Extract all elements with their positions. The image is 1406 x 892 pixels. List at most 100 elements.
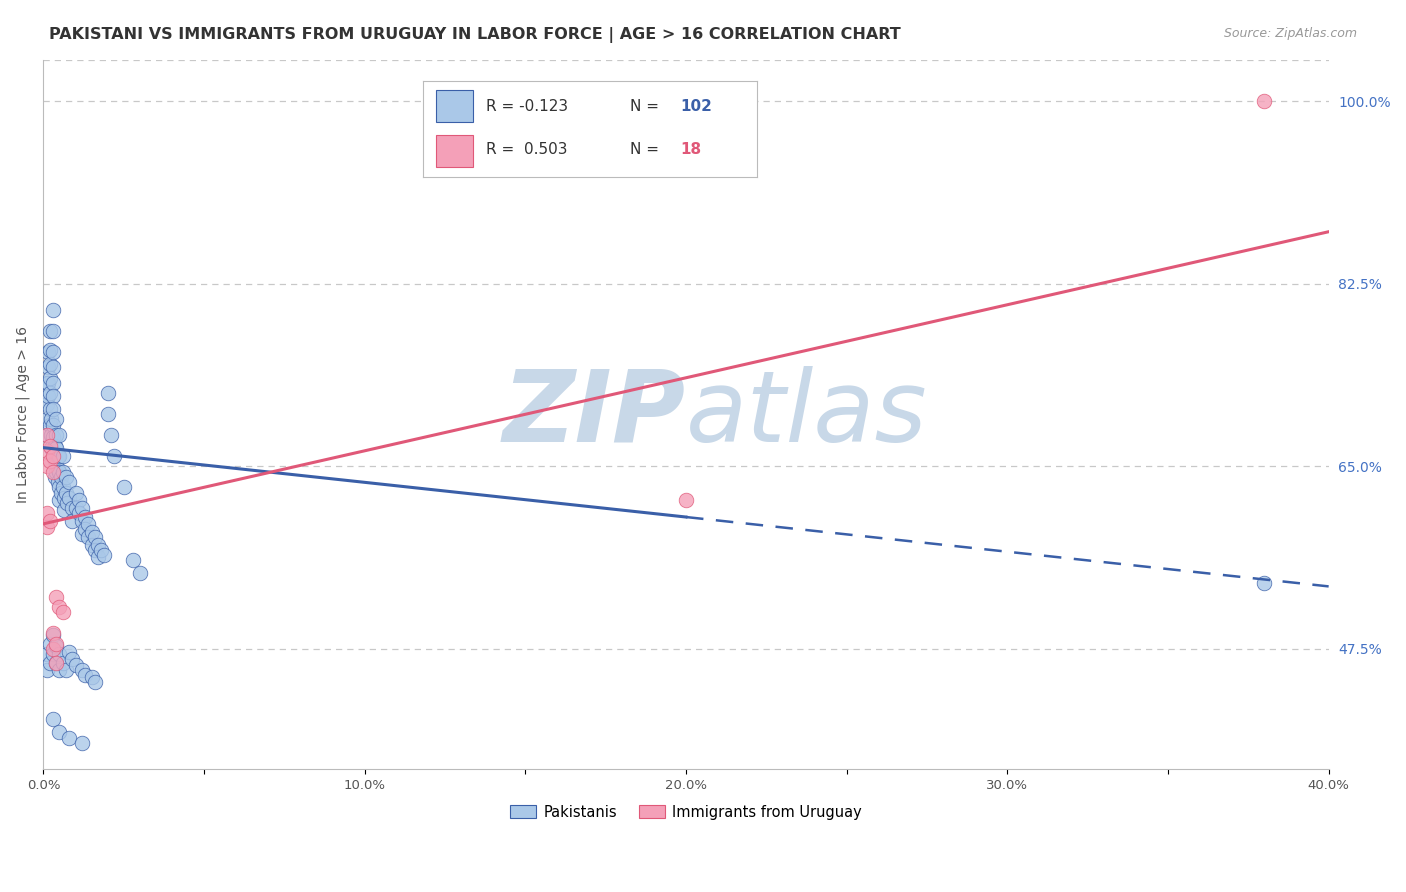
Point (42, 344, 65, 359)
Point (75, 522, 97, 536)
Point (35, 376, 58, 390)
Point (42, 626, 65, 640)
Point (38, 454, 60, 468)
Point (42, 417, 65, 432)
Point (45, 428, 67, 442)
Point (60, 514, 83, 528)
Point (38, 417, 60, 432)
Point (70, 514, 93, 528)
Point (60, 501, 83, 516)
Point (48, 663, 70, 677)
Point (46, 475, 69, 489)
Point (42, 360, 65, 375)
Point (103, 449, 125, 463)
Point (38, 402, 60, 417)
Point (65, 501, 87, 516)
Point (48, 600, 70, 615)
Point (52, 606, 75, 620)
Point (48, 647, 70, 661)
Point (35, 428, 58, 442)
Point (37, 376, 59, 390)
Point (52, 480, 75, 494)
Point (45, 656, 67, 670)
Point (45, 465, 67, 479)
Text: Source: ZipAtlas.com: Source: ZipAtlas.com (1223, 27, 1357, 40)
Point (122, 553, 145, 567)
Point (58, 731, 80, 745)
Point (67, 507, 90, 521)
Point (67, 492, 90, 507)
Text: PAKISTANI VS IMMIGRANTS FROM URUGUAY IN LABOR FORCE | AGE > 16 CORRELATION CHART: PAKISTANI VS IMMIGRANTS FROM URUGUAY IN … (49, 27, 901, 43)
Point (70, 736, 93, 750)
Point (55, 470, 77, 484)
Point (42, 712, 65, 726)
Point (35, 397, 58, 411)
Point (38, 386, 60, 401)
Point (44, 470, 66, 484)
Point (58, 645, 80, 659)
Point (48, 725, 70, 739)
Point (80, 538, 103, 552)
Point (52, 465, 75, 479)
Point (100, 428, 122, 442)
Point (55, 663, 77, 677)
Point (87, 550, 110, 565)
Point (42, 402, 65, 417)
Point (53, 491, 76, 505)
Point (60, 652, 83, 666)
Text: ZIP: ZIP (503, 366, 686, 463)
Point (75, 668, 97, 682)
Point (48, 428, 70, 442)
Point (52, 449, 75, 463)
Point (41, 428, 63, 442)
Point (97, 407, 120, 421)
Point (35, 663, 58, 677)
Point (42, 642, 65, 657)
Point (35, 507, 58, 521)
Point (35, 647, 58, 661)
Point (37, 344, 59, 359)
Point (35, 428, 58, 442)
Point (41, 412, 63, 426)
Point (93, 548, 115, 562)
Point (87, 538, 110, 552)
Point (44, 439, 66, 453)
Point (48, 449, 70, 463)
Point (35, 412, 58, 426)
Point (45, 441, 67, 455)
Point (42, 647, 65, 661)
Point (80, 670, 103, 684)
Point (48, 492, 70, 507)
Point (83, 530, 105, 544)
Point (49, 470, 72, 484)
Point (45, 637, 67, 651)
Point (38, 637, 60, 651)
Point (37, 388, 59, 402)
Point (80, 525, 103, 540)
Point (77, 516, 100, 531)
Point (90, 542, 112, 557)
Point (35, 520, 58, 534)
Point (77, 530, 100, 544)
Point (1253, 576, 1275, 591)
Point (35, 459, 58, 474)
Point (42, 388, 65, 402)
Point (48, 465, 70, 479)
Point (56, 496, 79, 510)
Point (42, 628, 65, 642)
Point (44, 454, 66, 468)
Point (42, 302, 65, 317)
Point (58, 475, 80, 489)
Point (53, 503, 76, 517)
Point (38, 371, 60, 385)
Point (45, 454, 67, 468)
Point (65, 485, 87, 500)
Point (38, 357, 60, 371)
Point (52, 656, 75, 670)
Point (1253, 95, 1275, 109)
Point (128, 566, 150, 580)
Point (45, 590, 67, 604)
Point (42, 324, 65, 338)
Point (38, 514, 60, 528)
Point (38, 656, 60, 670)
